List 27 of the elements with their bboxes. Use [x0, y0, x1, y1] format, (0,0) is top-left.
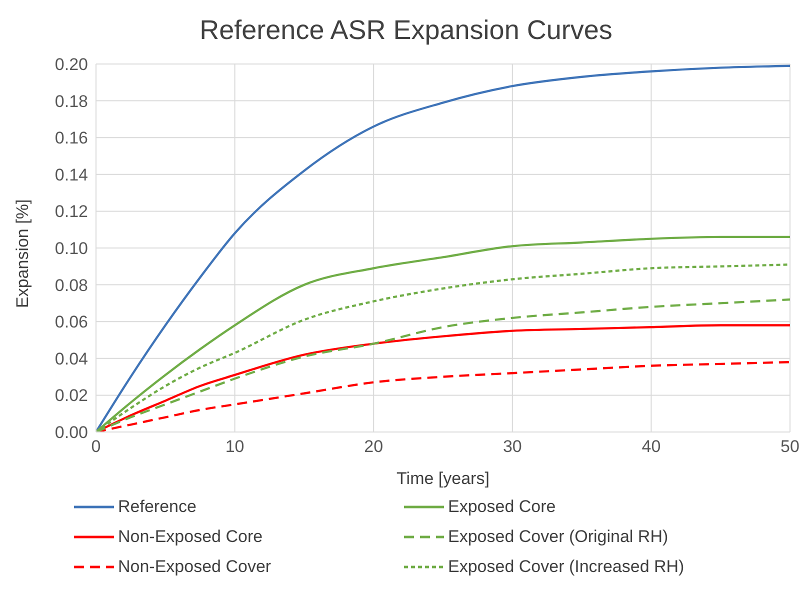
- x-axis-title: Time [years]: [396, 469, 490, 488]
- y-tick-label: 0.14: [54, 165, 88, 184]
- y-tick-label: 0.08: [54, 276, 88, 295]
- y-tick-label: 0.20: [54, 55, 88, 74]
- x-tick-label: 50: [780, 437, 800, 456]
- y-tick-label: 0.16: [54, 128, 88, 148]
- chart-title: Reference ASR Expansion Curves: [198, 14, 614, 47]
- y-tick-label: 0.18: [54, 92, 88, 111]
- y-tick-label: 0.06: [54, 312, 88, 332]
- y-tick-label: 0.04: [54, 349, 88, 368]
- x-tick-label: 20: [364, 437, 384, 456]
- y-tick-label: 0.00: [54, 423, 88, 442]
- y-tick-label: 0.12: [54, 202, 88, 222]
- legend-label: Exposed Cover (Increased RH): [448, 557, 684, 577]
- y-tick-label: 0.10: [54, 239, 88, 258]
- x-tick-label: 10: [225, 437, 244, 456]
- legend-label: Exposed Core: [448, 497, 556, 517]
- y-tick-label: 0.02: [54, 386, 88, 406]
- line-series: [96, 64, 790, 432]
- x-tick-label: 40: [642, 437, 661, 456]
- legend-label: Non-Exposed Core: [118, 527, 263, 547]
- y-axis-title: Expansion [%]: [13, 199, 32, 308]
- legend-label: Non-Exposed Cover: [118, 557, 272, 577]
- x-tick-label: 30: [502, 437, 522, 456]
- legend-label: Reference: [118, 497, 196, 517]
- legend-label: Exposed Cover (Original RH): [448, 527, 668, 547]
- x-tick-label: 0: [91, 437, 101, 456]
